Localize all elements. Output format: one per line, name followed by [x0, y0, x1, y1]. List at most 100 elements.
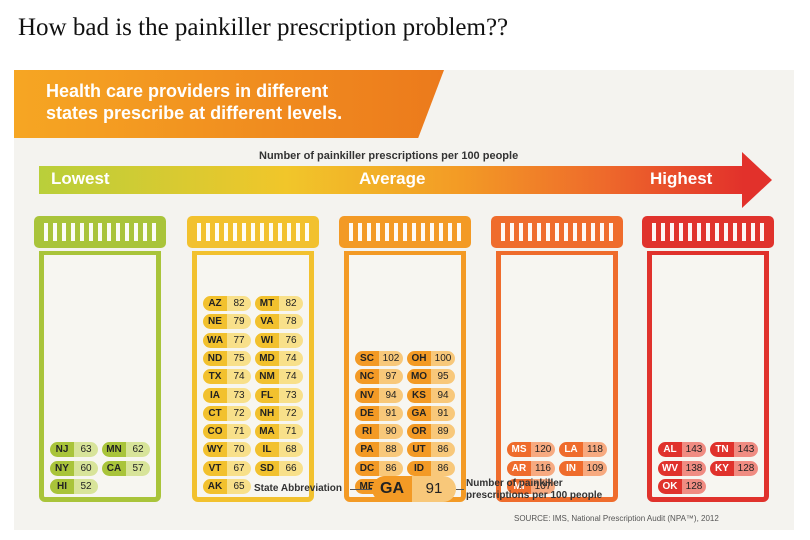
state-abbr: PA	[355, 442, 379, 458]
headline-line-2: states prescribe at different levels.	[46, 103, 343, 123]
state-value: 57	[126, 460, 150, 476]
state-pill-ky: KY 128	[710, 460, 758, 476]
state-pill-mn: MN 62	[102, 442, 150, 458]
scale-label-lowest: Lowest	[51, 169, 110, 188]
state-value: 91	[379, 405, 403, 421]
state-abbr: RI	[355, 424, 379, 440]
state-value: 109	[583, 460, 607, 476]
state-pill-ut: UT 86	[407, 442, 455, 458]
legend-example-pill: GA 91	[372, 476, 456, 502]
bottle-body: MS 120 AR 116 MI 107 LA 118 IN 109	[496, 251, 618, 502]
state-value: 62	[126, 442, 150, 458]
state-value: 72	[227, 405, 251, 421]
state-abbr: TX	[203, 369, 227, 385]
state-pill-va: VA 78	[255, 314, 303, 330]
state-abbr: MS	[507, 442, 531, 458]
state-pill-ri: RI 90	[355, 424, 403, 440]
state-value: 94	[379, 387, 403, 403]
state-abbr: VT	[203, 460, 227, 476]
state-value: 143	[734, 442, 758, 458]
state-abbr: HI	[50, 479, 74, 494]
state-value: 86	[379, 460, 403, 476]
state-abbr: DC	[355, 460, 379, 476]
state-pill-tn: TN 143	[710, 442, 758, 458]
headline-banner	[14, 70, 444, 138]
slide-title: How bad is the painkiller prescription p…	[18, 14, 509, 41]
state-value: 70	[227, 442, 251, 458]
state-abbr: NV	[355, 387, 379, 403]
state-pill-nd: ND 75	[203, 350, 251, 366]
state-pill-ia: IA 73	[203, 387, 251, 403]
state-value: 86	[431, 460, 455, 476]
legend-connector-right	[456, 489, 464, 490]
state-pill-ga: GA 91	[407, 405, 455, 421]
state-value: 95	[431, 369, 455, 385]
state-value: 82	[227, 296, 251, 311]
state-value: 107	[531, 479, 555, 494]
state-abbr: MT	[255, 296, 279, 311]
state-value: 143	[682, 442, 706, 458]
bottle-cap	[491, 216, 623, 248]
state-pill-sc: SC 102	[355, 350, 403, 366]
state-pill-ca: CA 57	[102, 460, 150, 476]
state-value: 71	[279, 424, 303, 440]
state-abbr: CT	[203, 405, 227, 421]
scale-subhead: Number of painkiller prescriptions per 1…	[259, 150, 519, 162]
state-value: 68	[279, 442, 303, 458]
state-abbr: NH	[255, 405, 279, 421]
state-value: 100	[431, 350, 455, 366]
state-value: 102	[379, 350, 403, 366]
state-abbr: ID	[407, 460, 431, 476]
state-pill-nm: NM 74	[255, 369, 303, 385]
state-pill-oh: OH 100	[407, 350, 455, 366]
state-pill-wv: WV 138	[658, 460, 706, 476]
state-value: 90	[379, 424, 403, 440]
state-abbr: MN	[102, 442, 126, 458]
state-pill-ms: MS 120	[507, 442, 555, 458]
legend-example-abbr: GA	[372, 476, 412, 502]
state-value: 78	[279, 314, 303, 330]
state-pill-dc: DC 86	[355, 460, 403, 476]
state-value: 128	[682, 479, 706, 494]
pill-bottle-4: MS 120 AR 116 MI 107 LA 118 IN 109	[491, 216, 623, 502]
state-value: 71	[227, 424, 251, 440]
state-value: 76	[279, 332, 303, 348]
state-value: 74	[279, 369, 303, 385]
state-value: 82	[279, 296, 303, 311]
headline-text: Health care providers in different state…	[46, 80, 342, 124]
state-abbr: IN	[559, 460, 583, 476]
pill-bottle-5: AL 143 WV 138 OK 128 TN 143 KY 128	[642, 216, 774, 502]
state-pill-az: AZ 82	[203, 296, 251, 311]
state-pill-nj: NJ 63	[50, 442, 98, 458]
state-pill-ny: NY 60	[50, 460, 98, 476]
state-value: 79	[227, 314, 251, 330]
state-pill-nh: NH 72	[255, 405, 303, 421]
state-pill-ak: AK 65	[203, 479, 251, 494]
state-value: 91	[431, 405, 455, 421]
state-value: 74	[279, 350, 303, 366]
state-pill-vt: VT 67	[203, 460, 251, 476]
state-pill-wi: WI 76	[255, 332, 303, 348]
state-value: 72	[279, 405, 303, 421]
scale-arrow-head	[742, 152, 772, 208]
bottle-cap	[339, 216, 471, 248]
state-pill-in: IN 109	[559, 460, 607, 476]
state-abbr: CA	[102, 460, 126, 476]
state-abbr: WV	[658, 460, 682, 476]
state-pill-ar: AR 116	[507, 460, 555, 476]
bottle-cap	[187, 216, 319, 248]
state-abbr: AL	[658, 442, 682, 458]
state-abbr: NC	[355, 369, 379, 385]
bottle-body: NJ 63 NY 60 HI 52 MN 62 CA 57	[39, 251, 161, 502]
state-abbr: DE	[355, 405, 379, 421]
state-pill-fl: FL 73	[255, 387, 303, 403]
legend-description: Number of painkiller prescriptions per 1…	[466, 478, 602, 502]
state-pill-nc: NC 97	[355, 369, 403, 385]
infographic: Health care providers in different state…	[14, 70, 794, 530]
state-abbr: NJ	[50, 442, 74, 458]
state-abbr: NM	[255, 369, 279, 385]
state-pill-co: CO 71	[203, 424, 251, 440]
state-abbr: WY	[203, 442, 227, 458]
state-abbr: NE	[203, 314, 227, 330]
state-abbr: LA	[559, 442, 583, 458]
